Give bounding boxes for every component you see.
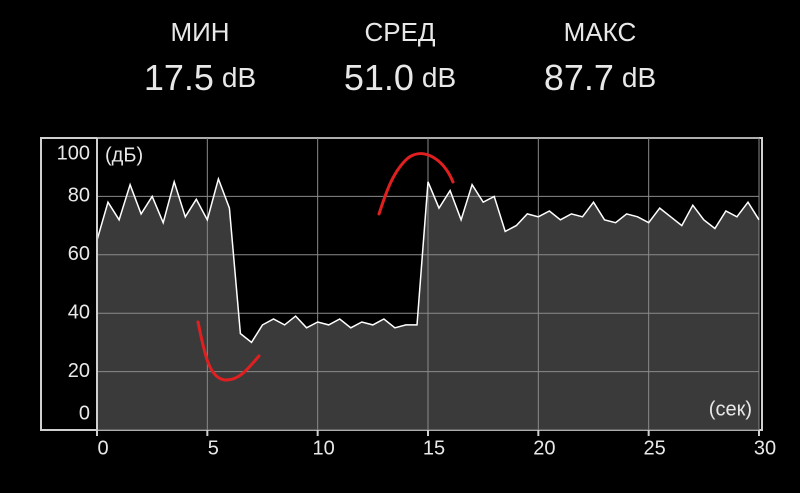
y-tick-label: 0 xyxy=(79,402,90,424)
stat-value: 87.7 dB xyxy=(544,57,656,98)
y-axis-title: (дБ) xyxy=(105,144,143,166)
line xyxy=(96,176,760,344)
annotation-stroke xyxy=(196,320,261,382)
annotation-stroke xyxy=(377,152,455,216)
stat-number: 87.7 xyxy=(544,57,614,98)
x-tick-label: 10 xyxy=(313,437,335,459)
x-tick-label: 20 xyxy=(533,437,555,459)
stat-number: 17.5 xyxy=(144,57,214,98)
stat-label: МАКС xyxy=(564,17,637,47)
x-tick-label: 15 xyxy=(423,437,445,459)
stat-unit: dB xyxy=(222,62,256,93)
y-tick-label: 40 xyxy=(68,301,90,323)
x-axis-title: (сек) xyxy=(709,398,752,420)
x-tick-label: 0 xyxy=(97,437,108,459)
y-tick-label: 100 xyxy=(57,142,90,164)
x-tick-label: 25 xyxy=(644,437,666,459)
x-tick-label: 30 xyxy=(754,437,776,459)
stat-value: 51.0 dB xyxy=(344,57,456,98)
stat-value: 17.5 dB xyxy=(144,57,256,98)
y-tick-label: 80 xyxy=(68,185,90,207)
y-tick-label: 20 xyxy=(68,360,90,382)
stat-label: СРЕД xyxy=(364,17,435,47)
y-tick-label: 60 xyxy=(68,243,90,265)
x-tick-label: 5 xyxy=(208,437,219,459)
stat-label: МИН xyxy=(170,17,229,47)
stat-unit: dB xyxy=(622,62,656,93)
stat-number: 51.0 xyxy=(344,57,414,98)
stat-unit: dB xyxy=(422,62,456,93)
stats: МИН 17.5 dB СРЕД 51.0 dB МАКС 87.7 dB xyxy=(144,17,656,98)
